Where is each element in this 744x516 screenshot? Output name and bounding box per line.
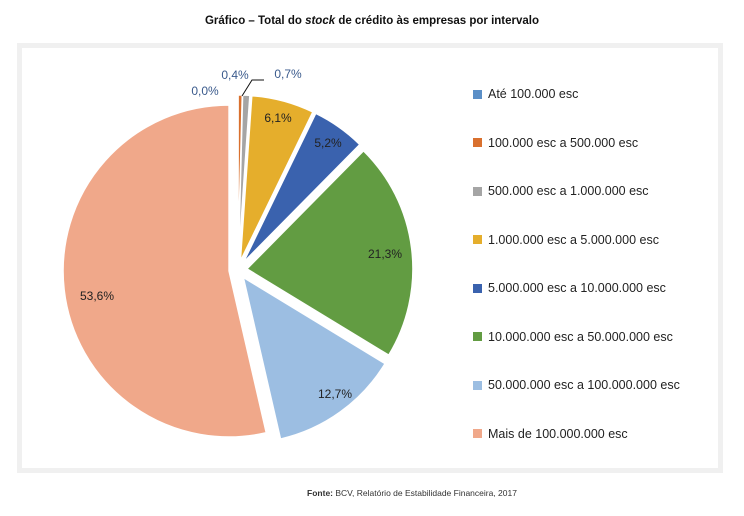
data-label: 21,3% [368, 247, 402, 261]
leader-line [241, 79, 264, 97]
legend-swatch [473, 429, 482, 439]
legend-item: Mais de 100.000.000 esc [473, 410, 680, 459]
data-label: 0,4% [221, 68, 249, 82]
legend-label: Até 100.000 esc [488, 87, 579, 102]
data-label: 5,2% [314, 136, 342, 150]
data-label: 6,1% [264, 111, 292, 125]
legend-item: 500.000 esc a 1.000.000 esc [473, 167, 680, 216]
legend-item: 50.000.000 esc a 100.000.000 esc [473, 361, 680, 410]
legend-item: 1.000.000 esc a 5.000.000 esc [473, 216, 680, 265]
data-label: 0,0% [191, 84, 219, 98]
legend-swatch [473, 186, 482, 196]
legend-swatch [473, 235, 482, 245]
legend-label: 500.000 esc a 1.000.000 esc [488, 184, 649, 199]
pie-slice [242, 275, 387, 440]
source-note: Fonte: BCV, Relatório de Estabilidade Fi… [0, 488, 744, 498]
legend-label: 1.000.000 esc a 5.000.000 esc [488, 232, 659, 247]
legend-swatch [473, 89, 482, 99]
legend-swatch [473, 283, 482, 293]
title-suffix: de crédito às empresas por intervalo [335, 15, 540, 27]
legend-label: 50.000.000 esc a 100.000.000 esc [488, 378, 680, 393]
legend-item: 5.000.000 esc a 10.000.000 esc [473, 264, 680, 313]
legend-label: Mais de 100.000.000 esc [488, 426, 628, 441]
chart-title: Gráfico – Total do stock de crédito às e… [0, 15, 744, 27]
legend-item: 10.000.000 esc a 50.000.000 esc [473, 313, 680, 362]
source-text: BCV, Relatório de Estabilidade Financeir… [333, 488, 517, 498]
pie-slice [245, 149, 414, 357]
title-prefix: Gráfico – Total do [204, 15, 306, 27]
title-italic: stock [305, 15, 336, 27]
legend-swatch [473, 332, 482, 342]
data-label: 12,7% [318, 387, 352, 401]
data-label: 53,6% [80, 289, 114, 303]
pie-slice [62, 104, 268, 438]
data-label: 0,7% [274, 67, 302, 81]
legend-label: 10.000.000 esc a 50.000.000 esc [488, 329, 673, 344]
legend-swatch [473, 380, 482, 390]
source-label: Fonte: [307, 488, 333, 498]
pie-slice [242, 112, 361, 264]
legend: Até 100.000 esc 100.000 esc a 500.000 es… [473, 70, 680, 458]
legend-label: 5.000.000 esc a 10.000.000 esc [488, 281, 666, 296]
pie-slice [239, 94, 314, 262]
legend-label: 100.000 esc a 500.000 esc [488, 135, 639, 150]
legend-item: 100.000 esc a 500.000 esc [473, 119, 680, 168]
legend-swatch [473, 138, 482, 148]
legend-item: Até 100.000 esc [473, 70, 680, 119]
